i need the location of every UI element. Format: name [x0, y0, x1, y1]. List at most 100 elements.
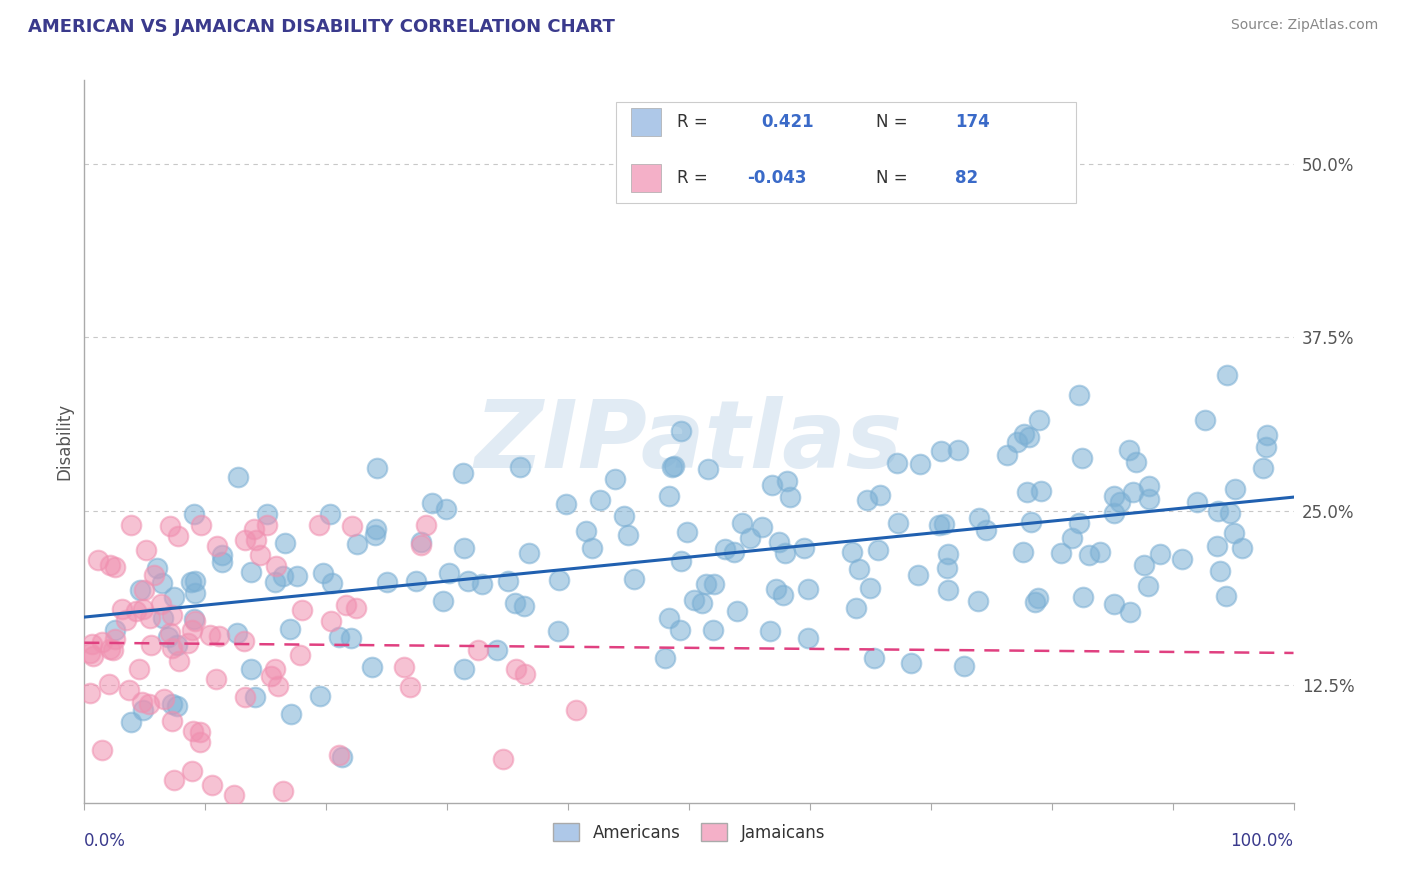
Point	[361, 660, 384, 674]
Point	[623, 572, 645, 586]
Point	[86, 553, 108, 567]
Point	[432, 594, 454, 608]
Point	[135, 543, 157, 558]
Point	[201, 778, 224, 792]
Point	[453, 541, 475, 556]
Point	[208, 629, 231, 643]
Point	[776, 474, 799, 488]
Point	[1015, 485, 1038, 500]
Point	[280, 707, 302, 722]
Point	[907, 567, 929, 582]
Point	[658, 489, 681, 503]
Point	[1102, 597, 1125, 611]
Point	[344, 601, 367, 615]
Point	[160, 608, 183, 623]
Point	[364, 522, 387, 536]
Point	[1216, 368, 1239, 382]
Point	[312, 566, 335, 580]
Point	[180, 574, 202, 589]
Point	[240, 565, 263, 579]
Point	[264, 574, 287, 589]
Point	[152, 611, 174, 625]
Point	[1119, 606, 1142, 620]
Text: -0.043: -0.043	[747, 169, 807, 186]
Point	[80, 636, 103, 650]
Point	[900, 657, 922, 671]
Point	[104, 560, 127, 574]
Point	[695, 576, 717, 591]
Point	[131, 695, 153, 709]
Point	[936, 548, 959, 562]
Point	[1194, 413, 1216, 427]
Point	[183, 508, 205, 522]
Point	[211, 555, 233, 569]
Point	[104, 623, 127, 637]
Point	[180, 624, 202, 638]
Point	[967, 511, 990, 525]
Point	[162, 697, 184, 711]
Point	[548, 573, 571, 587]
Point	[190, 517, 212, 532]
Point	[779, 490, 801, 504]
Point	[1218, 506, 1240, 520]
Point	[143, 567, 166, 582]
Point	[617, 527, 640, 541]
Point	[249, 548, 271, 562]
Point	[256, 507, 278, 521]
Point	[184, 614, 207, 628]
Point	[1069, 387, 1091, 401]
Point	[1005, 434, 1028, 449]
Point	[86, 810, 108, 824]
Point	[1251, 461, 1274, 475]
Point	[723, 544, 745, 558]
Point	[589, 492, 612, 507]
Point	[245, 533, 267, 547]
Point	[1069, 516, 1091, 530]
Point	[139, 638, 162, 652]
Point	[90, 635, 112, 649]
Point	[420, 496, 443, 510]
Point	[1206, 539, 1229, 553]
Point	[768, 534, 790, 549]
Point	[1122, 484, 1144, 499]
Point	[330, 750, 353, 764]
Point	[260, 668, 283, 682]
FancyBboxPatch shape	[631, 108, 661, 136]
Point	[457, 574, 479, 588]
Legend: Americans, Jamaicans: Americans, Jamaicans	[546, 817, 832, 848]
Point	[869, 488, 891, 502]
Point	[953, 659, 976, 673]
Text: R =: R =	[676, 169, 707, 186]
Point	[725, 604, 748, 618]
Point	[205, 673, 228, 687]
Point	[683, 592, 706, 607]
Point	[702, 624, 724, 638]
Text: R =: R =	[676, 113, 707, 131]
Point	[328, 630, 350, 644]
Text: 174: 174	[955, 113, 990, 131]
Point	[1137, 579, 1160, 593]
Point	[163, 772, 186, 787]
Point	[79, 686, 101, 700]
Point	[256, 517, 278, 532]
Point	[517, 546, 540, 560]
Point	[160, 641, 183, 656]
Point	[150, 575, 173, 590]
Y-axis label: Disability: Disability	[55, 403, 73, 480]
Point	[603, 472, 626, 486]
Point	[233, 690, 256, 705]
Point	[101, 643, 124, 657]
Point	[166, 698, 188, 713]
Point	[163, 590, 186, 604]
Point	[159, 625, 181, 640]
Point	[177, 636, 200, 650]
Point	[233, 533, 256, 548]
Point	[319, 614, 342, 628]
Point	[264, 662, 287, 676]
Point	[366, 460, 388, 475]
Point	[166, 638, 188, 652]
Point	[740, 531, 762, 545]
Point	[125, 604, 148, 618]
Point	[198, 628, 221, 642]
Point	[1073, 591, 1095, 605]
